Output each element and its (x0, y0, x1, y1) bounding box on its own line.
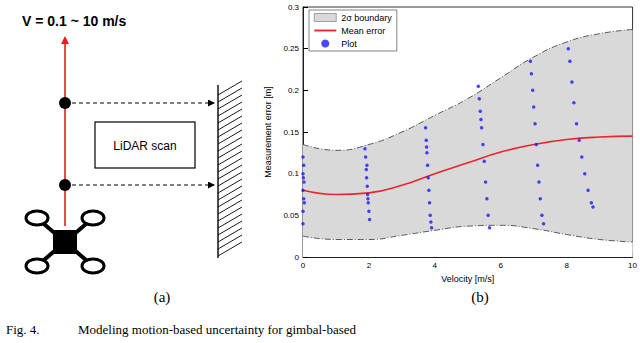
svg-text:0.1: 0.1 (288, 169, 300, 178)
svg-text:Measurement error [m]: Measurement error [m] (263, 86, 273, 178)
svg-text:8: 8 (564, 261, 569, 270)
svg-text:10: 10 (628, 261, 637, 270)
svg-text:2σ boundary: 2σ boundary (341, 13, 392, 23)
svg-text:0.2: 0.2 (288, 86, 300, 95)
svg-text:0.25: 0.25 (283, 44, 299, 53)
svg-text:6: 6 (499, 261, 504, 270)
svg-text:Plot: Plot (341, 39, 357, 49)
svg-text:4: 4 (433, 261, 438, 270)
svg-text:(b): (b) (471, 289, 489, 306)
svg-text:Modeling motion-based uncertai: Modeling motion-based uncertainty for gi… (78, 322, 356, 337)
svg-text:0.3: 0.3 (288, 3, 300, 12)
svg-text:V = 0.1 ~ 10 m/s: V = 0.1 ~ 10 m/s (22, 13, 127, 29)
svg-text:0: 0 (301, 261, 306, 270)
svg-text:2: 2 (367, 261, 372, 270)
svg-text:Fig. 4.: Fig. 4. (6, 322, 40, 337)
svg-text:Velocity [m/s]: Velocity [m/s] (441, 274, 494, 284)
svg-text:LiDAR scan: LiDAR scan (113, 139, 176, 153)
svg-text:0.05: 0.05 (283, 211, 299, 220)
svg-text:0.15: 0.15 (283, 128, 299, 137)
svg-text:0: 0 (295, 253, 300, 262)
svg-text:(a): (a) (154, 289, 171, 306)
svg-text:Mean error: Mean error (341, 26, 385, 36)
